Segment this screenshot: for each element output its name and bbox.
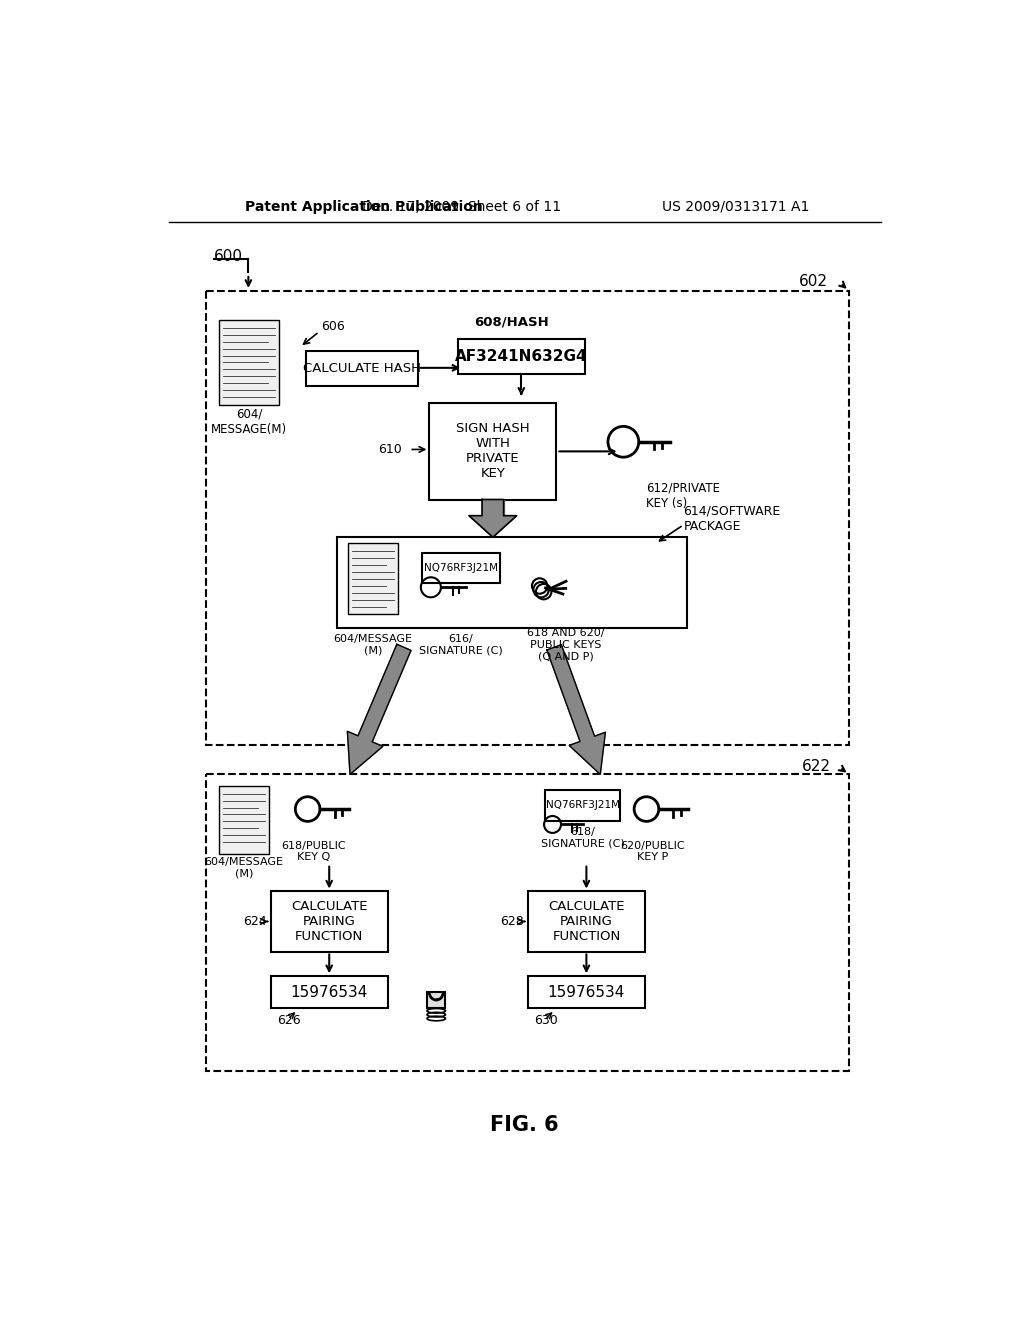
Text: FIG. 6: FIG. 6: [490, 1115, 559, 1135]
Bar: [458, 339, 585, 374]
Text: CALCULATE HASH: CALCULATE HASH: [303, 362, 421, 375]
Text: CALCULATE
PAIRING
FUNCTION: CALCULATE PAIRING FUNCTION: [291, 900, 368, 942]
Text: 608/HASH: 608/HASH: [474, 315, 549, 329]
Text: 15976534: 15976534: [548, 985, 625, 999]
Bar: [270, 891, 388, 952]
Text: SIGN HASH
WITH
PRIVATE
KEY: SIGN HASH WITH PRIVATE KEY: [456, 422, 529, 480]
Text: 610: 610: [378, 444, 401, 455]
Text: 604/MESSAGE
(M): 604/MESSAGE (M): [205, 857, 284, 878]
Polygon shape: [347, 644, 411, 775]
Polygon shape: [469, 516, 517, 537]
Bar: [270, 977, 388, 1008]
Text: NQ76RF3J21M: NQ76RF3J21M: [424, 564, 498, 573]
Text: Patent Application Publication: Patent Application Publication: [245, 199, 482, 214]
Bar: [429, 404, 556, 499]
Text: 616/
SIGNATURE (C): 616/ SIGNATURE (C): [419, 634, 503, 656]
Text: 604/
MESSAGE(M): 604/ MESSAGE(M): [211, 408, 287, 436]
Bar: [422, 553, 500, 583]
Bar: [206, 775, 849, 1071]
Text: 620/PUBLIC
KEY P: 620/PUBLIC KEY P: [621, 841, 685, 862]
Text: 628: 628: [501, 915, 524, 928]
Text: 600: 600: [214, 249, 243, 264]
Text: 606: 606: [322, 319, 345, 333]
Text: 630: 630: [535, 1014, 558, 1027]
Polygon shape: [482, 499, 504, 516]
Text: •: •: [433, 995, 439, 1005]
Text: 622: 622: [802, 759, 831, 775]
Bar: [219, 785, 269, 854]
Bar: [528, 977, 645, 1008]
Bar: [219, 321, 280, 405]
Text: 604/MESSAGE
(M): 604/MESSAGE (M): [333, 634, 413, 656]
Text: NQ76RF3J21M: NQ76RF3J21M: [546, 800, 620, 810]
Text: 618/PUBLIC
KEY Q: 618/PUBLIC KEY Q: [282, 841, 346, 862]
Bar: [427, 993, 445, 1007]
Text: US 2009/0313171 A1: US 2009/0313171 A1: [662, 199, 809, 214]
Text: CALCULATE
PAIRING
FUNCTION: CALCULATE PAIRING FUNCTION: [548, 900, 625, 942]
Bar: [545, 789, 621, 821]
Text: 612/PRIVATE
KEY (s): 612/PRIVATE KEY (s): [646, 482, 721, 510]
Text: 15976534: 15976534: [291, 985, 368, 999]
Text: AF3241N632G4: AF3241N632G4: [455, 350, 588, 364]
Text: 624: 624: [244, 915, 267, 928]
Bar: [306, 351, 418, 385]
Text: 626: 626: [276, 1014, 300, 1027]
Polygon shape: [547, 644, 605, 775]
Text: 602: 602: [799, 275, 828, 289]
Bar: [348, 544, 397, 614]
Text: Dec. 17, 2009  Sheet 6 of 11: Dec. 17, 2009 Sheet 6 of 11: [362, 199, 561, 214]
Bar: [528, 891, 645, 952]
Bar: [206, 290, 849, 744]
Text: 614/SOFTWARE
PACKAGE: 614/SOFTWARE PACKAGE: [683, 504, 780, 533]
Bar: [337, 537, 687, 628]
Text: 618 AND 620/
PUBLIC KEYS
(Q AND P): 618 AND 620/ PUBLIC KEYS (Q AND P): [527, 628, 604, 661]
Text: 618/
SIGNATURE (C): 618/ SIGNATURE (C): [541, 826, 625, 849]
